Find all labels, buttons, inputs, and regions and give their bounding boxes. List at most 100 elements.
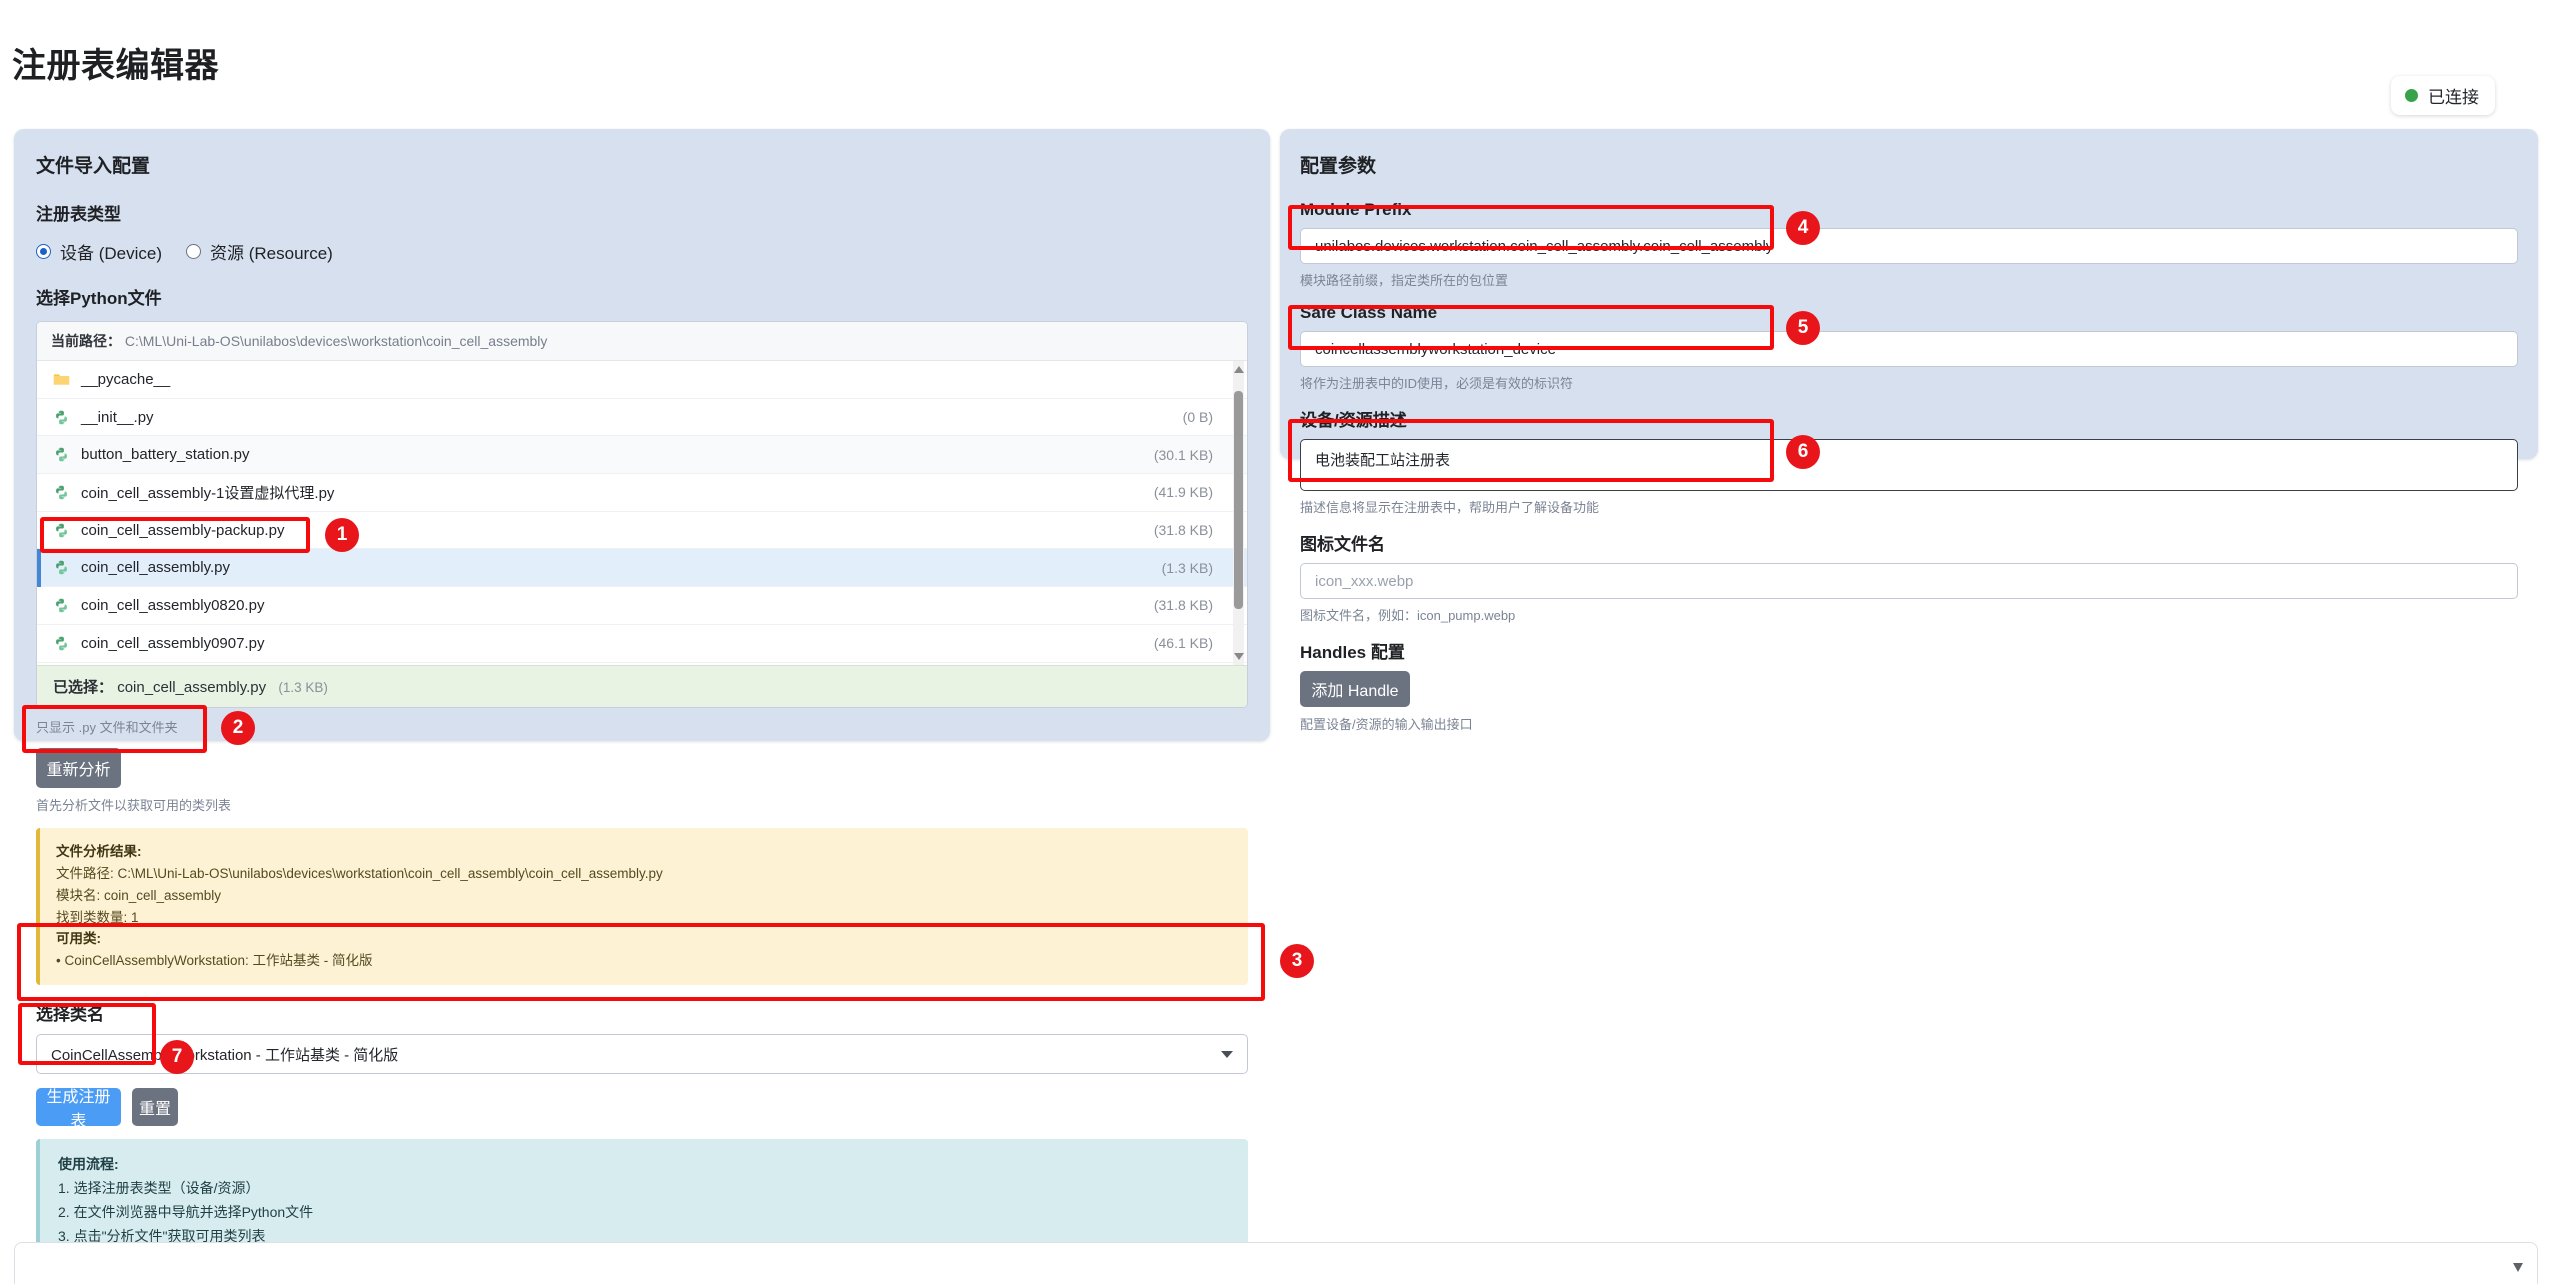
radio-option-resource[interactable]: 资源 (Resource) — [186, 239, 333, 264]
analysis-classes-title: 可用类: — [56, 931, 101, 947]
bottom-output-panel[interactable] — [14, 1242, 2538, 1284]
description-textarea[interactable]: 电池装配工站注册表 — [1300, 439, 2518, 491]
class-select-value: CoinCellAssemblyWorkstation - 工作站基类 - 简化… — [51, 1046, 399, 1064]
module-prefix-input[interactable]: unilabos.devices.workstation.coin_cell_a… — [1300, 228, 2518, 264]
icon-file-hint: 图标文件名，例如：icon_pump.webp — [1300, 608, 1516, 623]
selected-file-bar: 已选择： coin_cell_assembly.py (1.3 KB) — [37, 665, 1247, 707]
python-file-icon — [53, 522, 70, 539]
analysis-title: 文件分析结果: — [56, 844, 142, 859]
usage-step-2: 2. 在文件浏览器中导航并选择Python文件 — [58, 1204, 314, 1221]
file-list[interactable]: __pycache__ __init__.py (0 B) — [37, 361, 1247, 665]
annotation-marker-3: 3 — [1280, 944, 1314, 978]
chevron-down-icon[interactable] — [2513, 1263, 2523, 1272]
safe-class-name-value: coincellassemblyworkstation_device — [1315, 340, 1556, 358]
config-params-title: 配置参数 — [1300, 156, 1377, 177]
file-import-panel-body: 文件导入配置 注册表类型 设备 (Device) 资源 (Resource) 选… — [36, 151, 1248, 1284]
file-row-coin-cell-assembly0907[interactable]: coin_cell_assembly0907.py (46.1 KB) — [37, 625, 1247, 663]
registry-type-radio-group: 设备 (Device) 资源 (Resource) — [36, 239, 1248, 264]
analysis-class-item: • CoinCellAssemblyWorkstation: 工作站基类 - 简… — [56, 953, 373, 969]
description-hint: 描述信息将显示在注册表中，帮助用户了解设备功能 — [1300, 500, 1600, 515]
radio-resource-icon[interactable] — [186, 244, 202, 259]
analysis-result-box: 文件分析结果: 文件路径: C:\ML\Uni-Lab-OS\unilabos\… — [36, 828, 1248, 986]
handles-hint: 配置设备/资源的输入输出接口 — [1300, 717, 1473, 732]
usage-step-3: 3. 点击"分析文件"获取可用类列表 — [58, 1228, 266, 1245]
radio-device-icon[interactable] — [36, 244, 51, 259]
current-path-bar: 当前路径： C:\ML\Uni-Lab-OS\unilabos\devices\… — [37, 322, 1247, 361]
reset-button[interactable]: 重置 — [132, 1088, 178, 1127]
scroll-down-arrow-icon[interactable] — [1234, 653, 1244, 660]
file-row-coin-cell-assembly0820[interactable]: coin_cell_assembly0820.py (31.8 KB) — [37, 587, 1247, 625]
file-size: (0 B) — [1182, 409, 1213, 426]
add-handle-button[interactable]: 添加 Handle — [1300, 671, 1410, 707]
file-size: (31.8 KB) — [1153, 522, 1213, 539]
file-list-scrollbar[interactable] — [1233, 361, 1244, 665]
file-row-coin-cell-assembly-1[interactable]: coin_cell_assembly-1设置虚拟代理.py (41.9 KB) — [37, 474, 1247, 512]
radio-device-label: 设备 (Device) — [60, 244, 163, 263]
file-name: coin_cell_assembly-1设置虚拟代理.py — [81, 484, 335, 502]
config-params-panel: 配置参数 Module Prefix unilabos.devices.work… — [1280, 129, 2538, 732]
python-file-icon — [53, 635, 70, 652]
page-title: 注册表编辑器 — [12, 47, 219, 85]
scrollbar-thumb[interactable] — [1234, 391, 1243, 609]
class-select-dropdown[interactable]: CoinCellAssemblyWorkstation - 工作站基类 - 简化… — [36, 1034, 1248, 1075]
folder-icon — [53, 371, 70, 388]
class-select-label: 选择类名 — [36, 1005, 104, 1025]
file-import-title: 文件导入配置 — [36, 156, 151, 177]
file-row-button-battery-station[interactable]: button_battery_station.py (30.1 KB) — [37, 436, 1247, 475]
selected-file-prefix: 已选择： — [53, 679, 114, 696]
icon-file-label: 图标文件名 — [1300, 535, 1385, 554]
python-file-icon — [53, 484, 70, 501]
analyze-hint: 首先分析文件以获取可用的类列表 — [36, 798, 232, 813]
python-file-icon — [53, 597, 70, 614]
usage-flow-title: 使用流程: — [58, 1156, 119, 1173]
module-prefix-label: Module Prefix — [1300, 200, 1412, 219]
file-name: coin_cell_assembly0820.py — [81, 596, 265, 614]
file-name: __init__.py — [81, 408, 154, 426]
scroll-up-arrow-icon[interactable] — [1234, 366, 1244, 373]
icon-file-input[interactable]: icon_xxx.webp — [1300, 563, 2518, 599]
radio-resource-label: 资源 (Resource) — [210, 244, 333, 263]
safe-class-name-label: Safe Class Name — [1300, 303, 1438, 322]
file-row-pycache[interactable]: __pycache__ — [37, 361, 1247, 399]
file-row-coin-cell-assembly-selected[interactable]: coin_cell_assembly.py (1.3 KB) — [37, 549, 1247, 588]
reanalyze-button[interactable]: 重新分析 — [36, 748, 121, 788]
selected-file-size: (1.3 KB) — [278, 680, 328, 695]
file-size: (31.8 KB) — [1153, 597, 1213, 614]
analysis-module-name: 模块名: coin_cell_assembly — [56, 887, 222, 903]
registry-type-label: 注册表类型 — [36, 205, 121, 224]
module-prefix-hint: 模块路径前缀，指定类所在的包位置 — [1300, 273, 1509, 288]
generate-registry-button[interactable]: 生成注册表 — [36, 1088, 121, 1130]
python-file-icon — [53, 446, 70, 463]
file-size: (41.9 KB) — [1153, 484, 1213, 501]
module-prefix-value: unilabos.devices.workstation.coin_cell_a… — [1315, 237, 1774, 255]
file-browser: 当前路径： C:\ML\Uni-Lab-OS\unilabos\devices\… — [36, 321, 1248, 708]
python-file-icon — [53, 559, 70, 576]
current-path-label: 当前路径： — [51, 333, 121, 349]
analysis-class-count: 找到类数量: 1 — [56, 909, 139, 925]
description-value: 电池装配工站注册表 — [1315, 452, 1451, 469]
description-label: 设备/资源描述 — [1300, 411, 1407, 430]
file-size: (1.3 KB) — [1161, 559, 1213, 576]
file-name: coin_cell_assembly.py — [81, 559, 230, 577]
file-row-coin-cell-assembly-packup[interactable]: coin_cell_assembly-packup.py (31.8 KB) — [37, 512, 1247, 550]
selected-file-name: coin_cell_assembly.py — [117, 679, 267, 696]
file-row-init[interactable]: __init__.py (0 B) — [37, 399, 1247, 437]
safe-class-name-hint: 将作为注册表中的ID使用，必须是有效的标识符 — [1300, 376, 1574, 391]
file-import-panel: 文件导入配置 注册表类型 设备 (Device) 资源 (Resource) 选… — [14, 129, 1270, 1284]
python-file-picker-label: 选择Python文件 — [36, 289, 162, 308]
handles-label: Handles 配置 — [1300, 643, 1405, 662]
action-button-row: 生成注册表 重置 — [36, 1088, 1248, 1130]
usage-step-1: 1. 选择注册表类型（设备/资源） — [58, 1180, 260, 1197]
connection-status-label: 已连接 — [2428, 88, 2479, 107]
chevron-down-icon[interactable] — [1221, 1051, 1233, 1059]
file-size: (30.1 KB) — [1153, 446, 1213, 463]
file-size: (46.1 KB) — [1153, 635, 1213, 652]
connection-status-dot — [2405, 89, 2418, 102]
analysis-file-path: 文件路径: C:\ML\Uni-Lab-OS\unilabos\devices\… — [56, 865, 663, 881]
radio-option-device[interactable]: 设备 (Device) — [36, 239, 162, 264]
file-name: button_battery_station.py — [81, 446, 250, 464]
file-name: __pycache__ — [81, 370, 171, 388]
safe-class-name-input[interactable]: coincellassemblyworkstation_device — [1300, 331, 2518, 367]
file-name: coin_cell_assembly-packup.py — [81, 521, 285, 539]
